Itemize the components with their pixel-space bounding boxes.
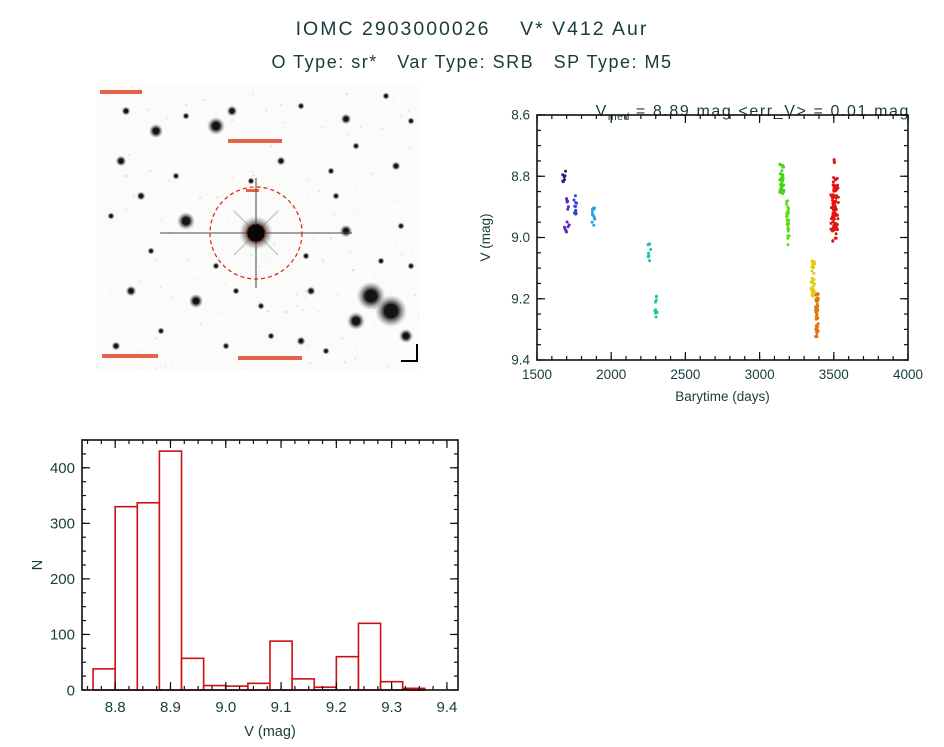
annotation-mark — [102, 354, 158, 358]
histogram-bar — [335, 655, 360, 691]
scatter-cluster — [572, 194, 579, 216]
histogram-bar — [158, 450, 183, 691]
plot-frame — [536, 114, 909, 361]
x-axis-label: V (mag) — [244, 724, 296, 740]
y-axis-label: V (mag) — [478, 213, 493, 261]
center-marker-circle — [246, 223, 266, 243]
scatter-cluster — [778, 162, 786, 195]
scatter-cluster — [809, 259, 817, 298]
scatter-cluster — [832, 158, 836, 165]
x-axis-label: Barytime (days) — [675, 389, 770, 404]
histogram-bar — [114, 505, 139, 691]
y-tick-label: 9.4 — [511, 353, 530, 368]
lightcurve-panel: Vmed = 8.89 mag <err_V> = 0.01 mag 1500 2… — [470, 85, 936, 420]
histogram-bar — [136, 501, 161, 691]
x-tick-label: 1500 — [522, 367, 552, 382]
histogram-bars — [92, 450, 426, 691]
annotation-mark — [246, 189, 259, 192]
histogram-bar — [92, 668, 116, 691]
y-tick-label: 100 — [50, 627, 75, 644]
y-tick-label: 9.0 — [511, 230, 530, 245]
star-field — [107, 92, 415, 355]
x-tick-label: 9.2 — [326, 699, 347, 716]
y-tick-label: 8.8 — [511, 169, 530, 184]
scale-bracket — [401, 344, 418, 362]
y-tick-label: 400 — [50, 460, 75, 477]
central-star — [160, 178, 352, 288]
finder-chart-image — [96, 86, 420, 370]
x-tick-label: 9.1 — [271, 699, 292, 716]
annotation-mark — [100, 90, 142, 94]
page-subtitle: O Type: sr* Var Type: SRB SP Type: M5 — [271, 52, 673, 72]
scatter-points — [561, 158, 840, 339]
scatter-cluster — [786, 234, 791, 247]
histogram-bar — [357, 622, 382, 691]
x-tick-label: 4000 — [893, 367, 923, 382]
x-tick-label: 2500 — [670, 367, 700, 382]
annotation-mark — [228, 139, 282, 143]
scatter-cluster — [785, 199, 791, 233]
lightcurve-title-base: V — [595, 103, 608, 120]
y-tick-label: 9.2 — [511, 291, 530, 306]
y-axis-label: N — [30, 560, 46, 570]
x-tick-label: 3000 — [745, 367, 775, 382]
annotation-mark — [238, 356, 302, 360]
scatter-cluster — [561, 169, 568, 184]
x-tick-label: 3500 — [819, 367, 849, 382]
grain-texture — [96, 86, 420, 370]
scatter-cluster — [814, 292, 820, 339]
y-tick-label: 0 — [67, 682, 75, 699]
x-tick-label: 2000 — [596, 367, 626, 382]
x-tick-label: 8.9 — [160, 699, 181, 716]
x-tick-label: 9.3 — [381, 699, 402, 716]
aperture-circle — [209, 186, 303, 280]
page-title: IOMC 2903000026 V* V412 Aur — [295, 18, 649, 40]
y-tick-label: 8.6 — [511, 108, 530, 123]
scatter-cluster — [653, 294, 659, 319]
histogram-bar — [180, 657, 205, 691]
plot-frame — [81, 439, 459, 691]
y-tick-label: 200 — [50, 571, 75, 588]
histogram-plot: 8.8 8.9 9.0 9.1 9.2 9.3 9.4 0 100 200 300 400 V (mag… — [30, 439, 459, 740]
scatter-cluster — [590, 206, 597, 227]
x-tick-label: 9.4 — [437, 699, 458, 716]
y-tick-label: 300 — [50, 516, 75, 533]
scatter-cluster — [829, 176, 840, 243]
x-tick-label: 8.8 — [105, 699, 126, 716]
lightcurve-plot: 1500 2000 2500 3000 3500 4000 8.6 8.8 9.0 9.2 9.4 B… — [478, 108, 923, 404]
x-tick-label: 9.0 — [215, 699, 236, 716]
scatter-cluster — [563, 197, 571, 234]
lightcurve-title-sub: med — [607, 111, 630, 124]
scatter-cluster — [646, 242, 653, 263]
